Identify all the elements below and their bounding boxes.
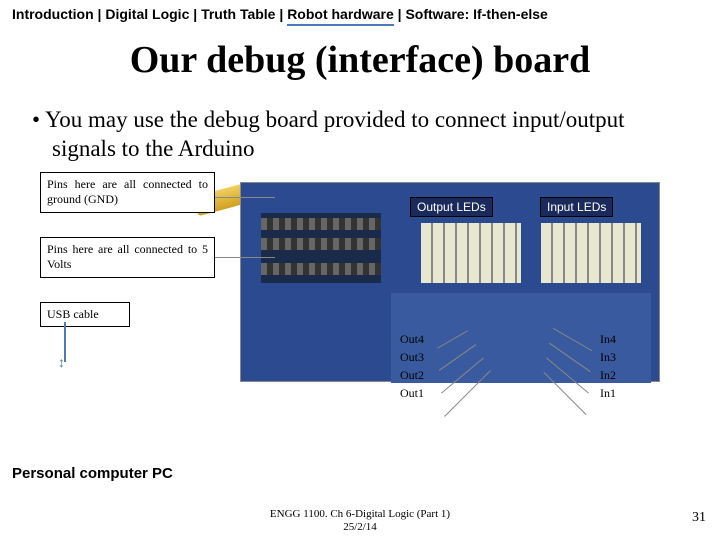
- label-out2: Out2: [400, 368, 424, 383]
- crumb-truth: Truth Table: [201, 6, 275, 22]
- page-number: 31: [692, 510, 706, 526]
- output-leds-area: [421, 223, 521, 283]
- label-in3: In3: [600, 350, 616, 365]
- input-leds-area: [541, 223, 641, 283]
- crumb-intro: Introduction: [12, 6, 94, 22]
- callout-5v: Pins here are all connected to 5 Volts: [40, 237, 215, 278]
- callout-gnd: Pins here are all connected to ground (G…: [40, 172, 215, 213]
- callout-input-leds: Input LEDs: [540, 197, 613, 217]
- label-out3: Out3: [400, 350, 424, 365]
- crumb-software: Software: If-then-else: [405, 6, 547, 22]
- crumb-robot: Robot hardware: [287, 6, 394, 26]
- bullet-text: You may use the debug board provided to …: [52, 106, 680, 164]
- crumb-logic: Digital Logic: [105, 6, 189, 22]
- label-in1: In1: [600, 386, 616, 401]
- label-out4: Out4: [400, 332, 424, 347]
- footer-date: 25/2/14: [0, 521, 720, 534]
- footer-course: ENGG 1100. Ch 6-Digital Logic (Part 1): [0, 508, 720, 521]
- callout-output-leds: Output LEDs: [410, 197, 493, 217]
- arrow-down-icon: ↕: [58, 354, 65, 370]
- footer: ENGG 1100. Ch 6-Digital Logic (Part 1) 2…: [0, 508, 720, 534]
- diagram-area: Pins here are all connected to ground (G…: [40, 172, 680, 432]
- page-title: Our debug (interface) board: [0, 38, 720, 82]
- pc-label: Personal computer PC: [12, 465, 173, 482]
- breadcrumb: Introduction | Digital Logic | Truth Tab…: [0, 0, 720, 28]
- callout-usb: USB cable: [40, 302, 130, 328]
- label-out1: Out1: [400, 386, 424, 401]
- label-in4: In4: [600, 332, 616, 347]
- label-in2: In2: [600, 368, 616, 383]
